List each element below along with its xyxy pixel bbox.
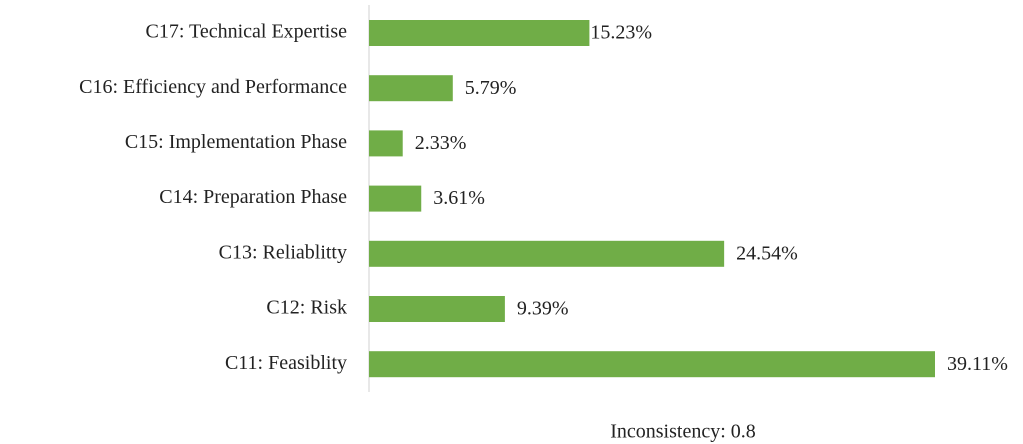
bar — [369, 296, 505, 322]
category-label: C12: Risk — [266, 297, 347, 319]
category-label: C13: Reliablitty — [219, 241, 347, 263]
category-label: C17: Technical Expertise — [145, 21, 347, 43]
value-label: 15.23% — [590, 22, 652, 44]
bar — [369, 75, 453, 102]
value-label: 2.33% — [415, 132, 467, 154]
bar — [369, 351, 935, 378]
bar — [369, 20, 590, 46]
value-label: 9.39% — [517, 298, 569, 320]
value-label: 24.54% — [736, 242, 798, 264]
annotation: Inconsistency: 0.8 — [610, 421, 756, 443]
category-label: C14: Preparation Phase — [159, 186, 347, 208]
bar — [369, 240, 725, 267]
value-label: 3.61% — [433, 187, 485, 209]
category-label: C16: Efficiency and Performance — [79, 76, 347, 98]
category-label: C15: Implementation Phase — [125, 131, 347, 153]
value-label: 39.11% — [947, 353, 1008, 375]
bar — [369, 130, 403, 157]
category-label: C11: Feasiblity — [225, 352, 347, 374]
value-label: 5.79% — [465, 77, 517, 99]
bar — [369, 185, 422, 212]
